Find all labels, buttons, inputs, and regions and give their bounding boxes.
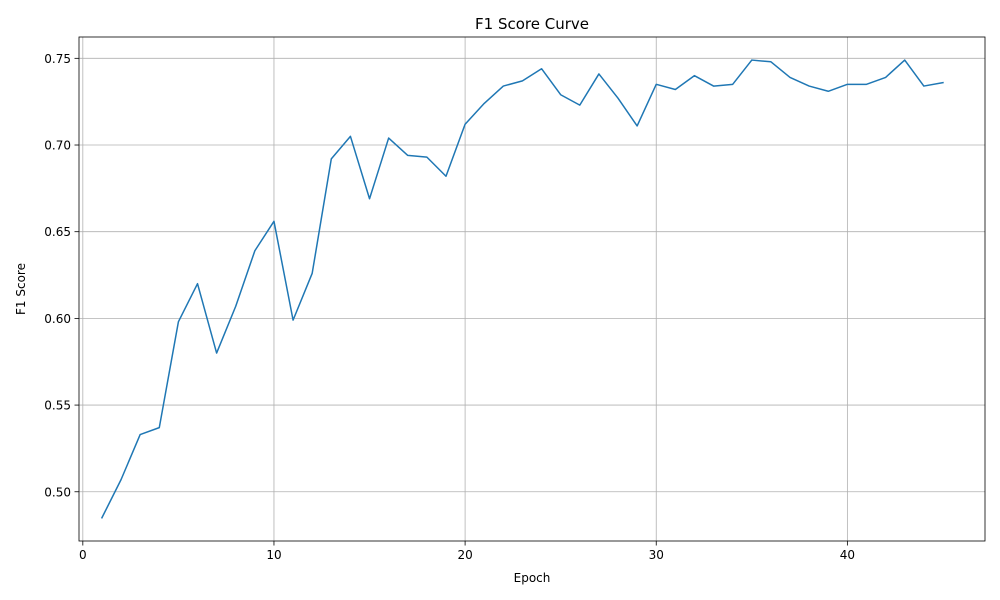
series-layer: [100, 59, 944, 519]
y-tick-label: 0.60: [44, 312, 71, 326]
y-tick-label: 0.70: [44, 139, 71, 153]
y-tick-label: 0.75: [44, 52, 71, 66]
y-axis-label: F1 Score: [14, 263, 28, 315]
x-axis: 0 10 20 30 40: [79, 541, 855, 562]
y-axis: 0.50 0.55 0.60 0.65 0.70 0.75: [44, 52, 79, 499]
x-tick-label: 30: [649, 548, 664, 562]
x-tick-label: 20: [457, 548, 472, 562]
f1-score-line: [100, 59, 944, 519]
x-tick-label: 10: [266, 548, 281, 562]
y-tick-label: 0.55: [44, 399, 71, 413]
x-tick-label: 40: [840, 548, 855, 562]
x-axis-label: Epoch: [514, 571, 551, 585]
plot-frame: [78, 36, 986, 542]
x-tick-label: 0: [79, 548, 87, 562]
y-tick-label: 0.50: [44, 485, 71, 499]
y-tick-label: 0.65: [44, 225, 71, 239]
chart-title: F1 Score Curve: [475, 15, 589, 33]
